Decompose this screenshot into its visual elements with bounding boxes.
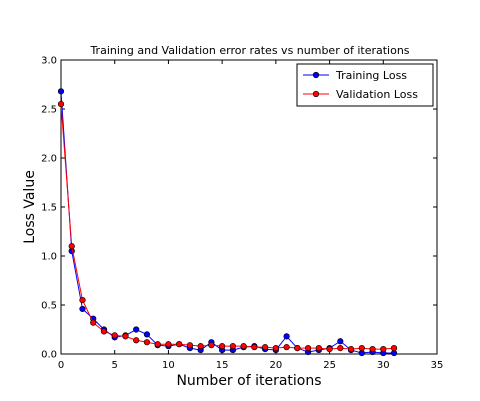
- data-point-validation-loss: [197, 343, 204, 350]
- data-point-validation-loss: [337, 345, 344, 352]
- data-point-validation-loss: [122, 333, 129, 340]
- x-tick-label: 35: [431, 360, 444, 371]
- series-validation-loss: [57, 100, 398, 353]
- data-point-validation-loss: [369, 346, 376, 353]
- y-tick-label: 0.5: [41, 301, 57, 312]
- y-tick-label: 2.5: [41, 105, 57, 116]
- x-tick-label: 20: [269, 360, 282, 371]
- x-tick-label: 5: [112, 360, 118, 371]
- data-point-validation-loss: [186, 342, 194, 349]
- y-tick-label: 3.0: [41, 56, 57, 67]
- data-point-validation-loss: [57, 100, 65, 108]
- x-tick-label: 25: [323, 360, 336, 371]
- data-point-validation-loss: [111, 332, 118, 339]
- series-training-loss: [57, 88, 398, 357]
- data-point-validation-loss: [79, 297, 86, 304]
- x-tick-label: 10: [162, 360, 175, 371]
- x-axis-label: Number of iterations: [176, 373, 321, 389]
- data-point-validation-loss: [219, 343, 226, 350]
- legend-box: [296, 63, 434, 107]
- x-tick-label: 30: [377, 360, 390, 371]
- data-point-validation-loss: [294, 345, 301, 352]
- legend-marker: [312, 71, 320, 79]
- data-point-validation-loss: [240, 343, 247, 350]
- legend-item-training-loss: Training Loss: [303, 69, 407, 82]
- data-point-validation-loss: [208, 342, 215, 349]
- legend-item-validation-loss: Validation Loss: [303, 88, 418, 101]
- data-point-validation-loss: [229, 343, 236, 350]
- data-point-validation-loss: [165, 341, 172, 348]
- data-point-validation-loss: [154, 341, 161, 348]
- y-tick-label: 0.0: [41, 350, 57, 361]
- data-point-training-loss: [57, 88, 65, 95]
- series-line-training-loss: [60, 91, 395, 354]
- series-line-validation-loss: [60, 104, 395, 350]
- data-point-validation-loss: [304, 345, 312, 352]
- x-tick-label: 15: [216, 360, 229, 371]
- data-point-validation-loss: [251, 344, 258, 351]
- data-point-training-loss: [143, 331, 151, 338]
- legend-marker: [312, 90, 320, 98]
- legend: Training Loss Validation Loss: [296, 63, 434, 107]
- legend-label: Validation Loss: [336, 88, 418, 101]
- data-point-validation-loss: [68, 243, 75, 250]
- y-tick-label: 2.0: [41, 154, 57, 165]
- data-point-validation-loss: [90, 319, 97, 326]
- data-point-validation-loss: [283, 344, 290, 351]
- data-point-validation-loss: [143, 339, 151, 346]
- data-point-validation-loss: [358, 345, 365, 352]
- data-point-validation-loss: [347, 346, 355, 353]
- data-point-validation-loss: [315, 345, 322, 352]
- legend-label: Training Loss: [335, 69, 407, 82]
- data-point-training-loss: [133, 326, 140, 333]
- data-point-training-loss: [79, 305, 86, 313]
- x-axis: 0 5 10 15 20 25 30 35: [58, 60, 444, 371]
- data-point-validation-loss: [176, 341, 183, 348]
- data-point-validation-loss: [326, 346, 333, 353]
- y-tick-label: 1.5: [41, 203, 57, 214]
- y-tick-label: 1.0: [41, 252, 57, 263]
- data-point-validation-loss: [390, 345, 398, 352]
- data-point-validation-loss: [380, 346, 387, 353]
- y-axis: 0.0 0.5 1.0 1.5 2.0 2.5 3.0: [41, 56, 437, 361]
- data-point-training-loss: [283, 333, 290, 340]
- data-point-validation-loss: [100, 328, 108, 335]
- y-axis-label: Loss Value: [22, 170, 38, 244]
- data-point-training-loss: [337, 338, 344, 345]
- chart-title: Training and Validation error rates vs n…: [89, 44, 409, 57]
- data-point-validation-loss: [133, 337, 140, 344]
- series-layer: [57, 88, 398, 357]
- x-tick-label: 0: [58, 360, 64, 371]
- data-point-validation-loss: [262, 344, 269, 351]
- data-point-validation-loss: [272, 345, 279, 352]
